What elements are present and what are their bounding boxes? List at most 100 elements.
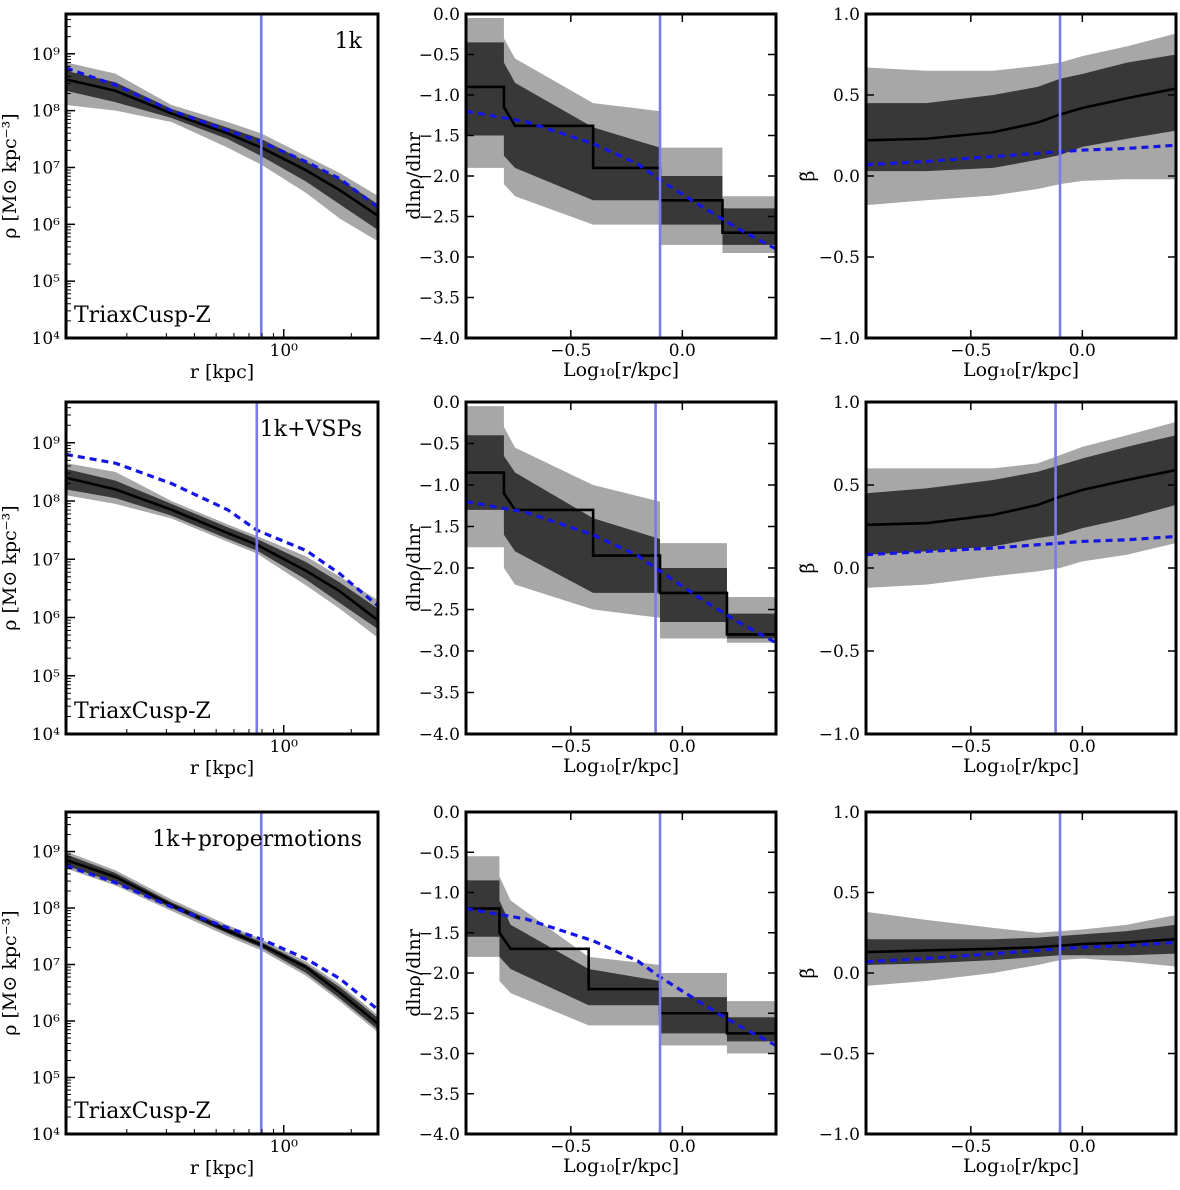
panel-title: 1k+VSPs [260,417,362,442]
median-line [866,468,1176,527]
model-annotation: TriaxCusp-Z [74,303,211,328]
band-inner-68 [866,54,1176,172]
y-tick-label: −1.0 [819,1125,860,1145]
y-tick-label: 10⁴ [32,1125,61,1145]
median-line [466,471,776,636]
y-tick-label: −3.5 [419,289,460,309]
x-axis-label: r [kpc] [190,361,254,383]
y-tick-label: −3.0 [419,1045,460,1065]
x-axis-label: Log₁₀[r/kpc] [563,359,679,381]
band-inner-68 [466,42,776,245]
panel-slope-row2: 0.0 −0.5 −1.0 −1.5 −2.0 −2.5 −3.0 −3.5 −4.0 −0.5 0… [403,393,778,777]
axes-frame [64,810,380,1136]
x-axis-label: Log₁₀[r/kpc] [563,1155,679,1177]
plot-area [866,421,1176,588]
x-tick-label: −0.5 [950,1137,991,1157]
y-tick-label: 10⁷ [32,550,61,570]
y-axis-label: ρ [M⊙ kpc⁻³] [0,113,21,238]
plot-area [866,33,1176,206]
true-profile-line [66,66,378,209]
x-tick-label: 0.0 [669,341,696,361]
true-profile-line [66,864,378,1011]
band-inner-68 [66,468,378,630]
x-tick-label: 0.0 [669,1137,696,1157]
y-tick-label: −3.5 [419,1085,460,1105]
y-tick-label: −1.0 [419,476,460,496]
y-tick-label: −0.5 [419,46,460,66]
y-tick-label: 0.0 [833,559,860,579]
plot-area [866,911,1176,986]
model-annotation: TriaxCusp-Z [74,699,211,724]
y-tick-label: −1.0 [419,884,460,904]
x-tick-label: −0.5 [550,737,591,757]
true-profile-line [866,534,1176,557]
y-tick-label: −2.0 [419,964,460,984]
y-tick-label: −1.5 [419,924,460,944]
y-tick-label: 10⁸ [32,492,61,512]
x-tick-label: −0.5 [550,1137,591,1157]
y-axis-label: β̃ [797,967,819,978]
y-tick-label: 10⁵ [32,1069,61,1089]
x-axis-label: r [kpc] [190,1157,254,1179]
y-tick-label: 10⁸ [32,899,61,919]
median-line [866,937,1176,954]
true-profile-line [466,109,776,251]
model-annotation: TriaxCusp-Z [74,1099,211,1124]
y-tick-label: 10⁹ [32,45,61,65]
y-tick-label: 0.5 [833,884,860,904]
x-tick-label: 10⁰ [270,1137,299,1157]
y-tick-label: 0.0 [833,167,860,187]
x-tick-label: 10⁰ [270,341,299,361]
y-tick-label: −3.0 [419,642,460,662]
y-tick-label: 10⁶ [32,609,61,629]
true-profile-line [466,907,776,1047]
plot-area [66,452,378,638]
x-axis-label: Log₁₀[r/kpc] [963,359,1079,381]
median-line [66,476,378,622]
plot-area [466,18,776,253]
band-inner-68 [466,435,776,639]
panel-slope-row3: 0.0 −0.5 −1.0 −1.5 −2.0 −2.5 −3.0 −3.5 −4.0 −0.5 0… [403,803,778,1177]
plot-area [66,851,378,1033]
y-tick-label: −0.5 [419,843,460,863]
y-tick-label: −2.5 [419,601,460,621]
x-axis-label: Log₁₀[r/kpc] [963,1155,1079,1177]
panel-title: 1k+propermotions [152,827,362,852]
panel-title: 1k [335,29,363,54]
true-profile-line [466,500,776,645]
y-tick-label: 10⁸ [32,102,61,122]
true-profile-line [66,452,378,608]
y-tick-label: 0.0 [833,964,860,984]
y-tick-label: 10⁴ [32,725,61,745]
y-tick-label: 10⁵ [32,667,61,687]
x-tick-label: 0.0 [669,737,696,757]
x-tick-label: 0.0 [1069,737,1096,757]
y-tick-label: −0.5 [819,642,860,662]
y-tick-label: −4.0 [419,329,460,349]
y-tick-label: −2.0 [419,559,460,579]
x-tick-label: −0.5 [950,341,991,361]
y-tick-label: −1.5 [419,518,460,538]
y-axis-label: ρ [M⊙ kpc⁻³] [0,505,21,630]
y-tick-label: 0.5 [833,86,860,106]
y-tick-label: −0.5 [419,435,460,455]
median-line [466,907,776,1035]
true-profile-line [866,940,1176,964]
x-tick-label: 0.0 [1069,341,1096,361]
median-line [866,87,1176,142]
band-inner-68 [866,924,1176,965]
y-tick-label: −1.0 [819,329,860,349]
panel-slope-row1: 0.0 −0.5 −1.0 −1.5 −2.0 −2.5 −3.0 −3.5 −4.0 −0.5 0… [403,5,778,381]
y-tick-label: −3.5 [419,684,460,704]
y-tick-label: −4.0 [419,1125,460,1145]
median-line [66,858,378,1025]
true-profile-line [866,143,1176,167]
panel-density-row1: 10⁹ 10⁸ 10⁷ 10⁶ 10⁵ 10⁴ 10⁰ ρ [M⊙ kpc⁻³] r [kpc]… [0,12,380,383]
y-tick-label: 1.0 [833,393,860,413]
y-tick-label: −2.5 [419,208,460,228]
x-tick-label: −0.5 [550,341,591,361]
